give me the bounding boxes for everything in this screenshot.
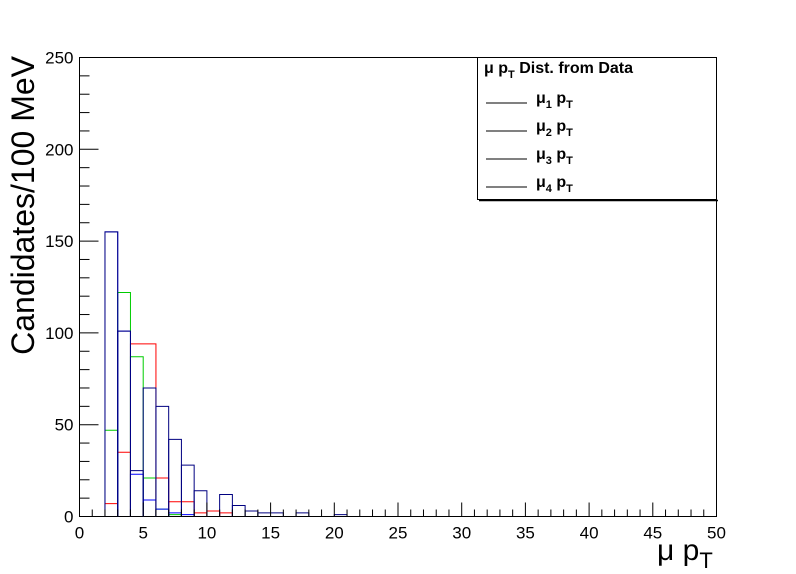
legend-entry-index: 1: [546, 99, 552, 111]
x-tick-label: 25: [389, 524, 408, 543]
legend-entry-index: 2: [546, 127, 552, 139]
x-tick-label: 40: [580, 524, 599, 543]
legend-entry-t: T: [566, 183, 573, 195]
legend-entry-label: μ2 pT: [536, 118, 573, 139]
y-axis-ticks: [79, 57, 99, 517]
y-tick-label: 100: [45, 324, 73, 343]
legend-entry-2: μ2 pT: [486, 118, 573, 139]
x-axis-title-sub: T: [699, 548, 712, 573]
legend-entry-index: 3: [546, 155, 552, 167]
x-axis-title-base: μ p: [657, 534, 699, 567]
legend-entry-mu: μ: [536, 118, 546, 135]
y-tick-label: 250: [45, 49, 73, 68]
y-axis-title: Candidates/100 MeV: [5, 55, 41, 355]
x-tick-label: 5: [138, 524, 147, 543]
x-tick-label: 10: [197, 524, 216, 543]
legend-entry-1: μ1 pT: [486, 90, 573, 111]
series-4-bin-2: [117, 330, 131, 517]
x-axis-title: μ pT: [657, 534, 713, 573]
y-tick-label: 150: [45, 232, 73, 251]
legend-title-sub: T: [508, 69, 515, 81]
x-tick-label: 50: [707, 524, 726, 543]
x-tick-label: 15: [261, 524, 280, 543]
legend-title: μ pT Dist. from Data: [484, 60, 633, 81]
legend-entry-label: μ1 pT: [536, 90, 573, 111]
y-tick-label: 0: [64, 508, 73, 527]
y-axis-tick-labels: 0 50 100 150 200 250: [45, 49, 73, 527]
legend-entry-label: μ3 pT: [536, 146, 573, 167]
legend-entry-t: T: [566, 127, 573, 139]
x-tick-label: 0: [75, 524, 84, 543]
legend-entry-label: μ4 pT: [536, 174, 573, 195]
y-tick-label: 50: [55, 416, 74, 435]
legend-entry-p: p: [552, 118, 566, 135]
legend-entry-p: p: [552, 146, 566, 163]
legend-title-post: Dist. from Data: [515, 60, 633, 77]
legend-entry-mu: μ: [536, 174, 546, 191]
series-4: [104, 231, 348, 517]
x-tick-label: 45: [643, 524, 662, 543]
legend-entry-3: μ3 pT: [486, 146, 573, 167]
legend-entry-mu: μ: [536, 90, 546, 107]
legend-entry-p: p: [552, 174, 566, 191]
legend-entry-t: T: [566, 99, 573, 111]
legend-entry-t: T: [566, 155, 573, 167]
legend-entry-mu: μ: [536, 146, 546, 163]
legend-entry-4: μ4 pT: [486, 174, 573, 195]
legend-entry-index: 4: [546, 183, 553, 195]
x-tick-label: 30: [452, 524, 471, 543]
legend-title-pre: μ p: [484, 60, 508, 77]
legend-entry-p: p: [552, 90, 566, 107]
y-tick-label: 200: [45, 140, 73, 159]
x-tick-label: 20: [325, 524, 344, 543]
x-tick-label: 35: [516, 524, 535, 543]
x-axis-ticks: [79, 502, 717, 517]
legend-box: [477, 57, 717, 200]
x-axis-tick-labels: 0 5 10 15 20 25 30 35 40 45 50: [75, 524, 726, 543]
